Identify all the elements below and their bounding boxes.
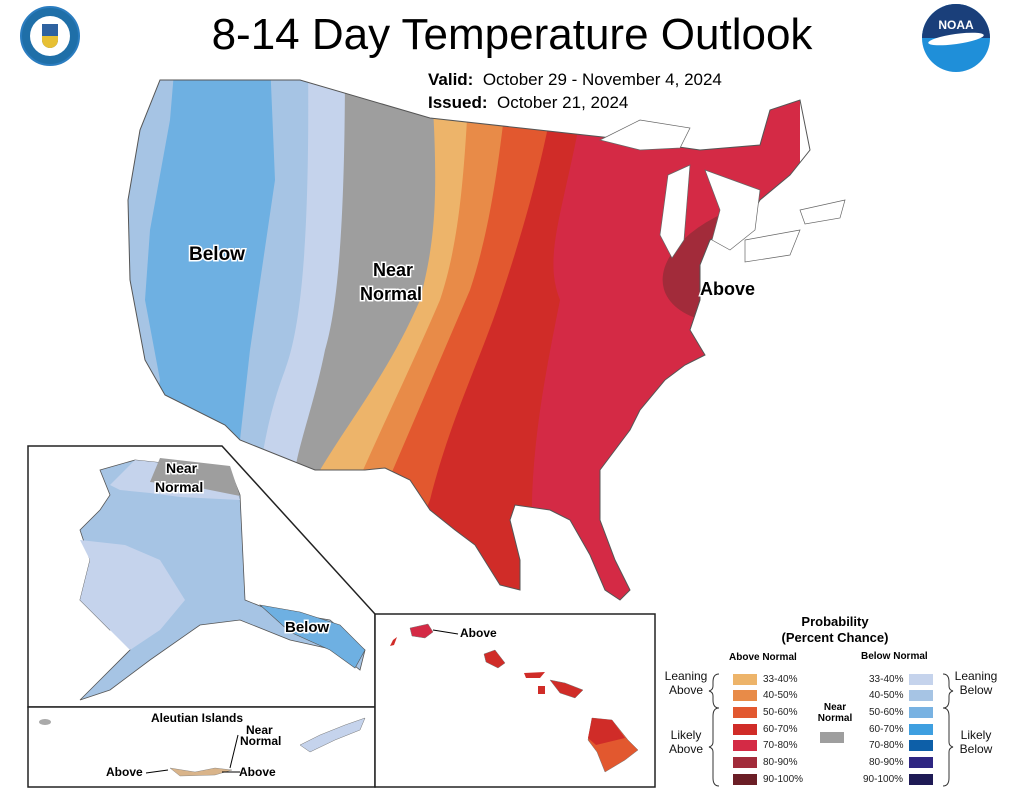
legend-below-range-3: 60-70% [869, 724, 904, 735]
hawaii-above-leader [432, 629, 459, 635]
issued-value: October 21, 2024 [496, 93, 629, 112]
legend-above-swatch-0 [733, 674, 757, 685]
label-conus-near-2: Normal [360, 284, 422, 304]
lake-superior [598, 119, 691, 151]
legend-above-range-0: 33-40% [763, 674, 798, 685]
legend-likely-above-1: Likely [670, 728, 702, 742]
lake-michigan [659, 164, 691, 259]
label-conus-near-1: Near [373, 260, 413, 280]
hawaii-niihau [390, 637, 397, 646]
legend-above-range-6: 90-100% [763, 774, 804, 785]
legend-below-swatch-3 [909, 724, 933, 735]
issued-label: Issued: [428, 93, 488, 112]
legend-below-swatch-6 [909, 774, 933, 785]
legend-below-range-1: 40-50% [869, 690, 904, 701]
alaska-near-normal [150, 458, 240, 496]
legend-leaning-below-1: Leaning [954, 669, 998, 683]
hawaii-kauai [409, 623, 434, 639]
label-hawaii-above: Above [460, 626, 497, 640]
hawaii-lanai [538, 686, 545, 694]
hawaii-big-island-north [588, 718, 625, 745]
legend-near-header: Near Normal [817, 702, 853, 724]
legend-above-range-3: 60-70% [763, 724, 798, 735]
noaa-logo-text: NOAA [938, 18, 974, 32]
lake-erie [744, 229, 801, 263]
seal-shield-gold [42, 36, 58, 48]
conus-outline [127, 79, 811, 601]
legend-above-header: Above Normal [729, 652, 797, 663]
legend-above-swatch-2 [733, 707, 757, 718]
legend-above-range-5: 80-90% [763, 757, 798, 768]
legend-below-range-6: 90-100% [863, 774, 904, 785]
legend-below-range-4: 70-80% [869, 740, 904, 751]
valid-date: Valid: October 29 - November 4, 2024 [428, 70, 722, 90]
aleutian-island-west [39, 719, 51, 725]
label-alaska-near-1: Near [166, 460, 198, 476]
label-alaska-below: Below [285, 619, 330, 636]
label-conus-above: Above [700, 279, 755, 299]
legend-title-2: (Percent Chance) [781, 630, 889, 645]
alaska-panhandle [259, 604, 366, 669]
legend-likely-below-1: Likely [960, 728, 992, 742]
label-aleutian-above-left: Above [106, 765, 143, 779]
legend-below-range-0: 33-40% [869, 674, 904, 685]
legend-above-range-4: 70-80% [763, 740, 798, 751]
legend-above-swatch-4 [733, 740, 757, 751]
noaa-logo: NOAA [922, 4, 990, 72]
legend-below-header: Below Normal [861, 651, 928, 662]
legend-title-1: Probability [801, 614, 869, 629]
legend-above-swatch-1 [733, 690, 757, 701]
legend-near-swatch [820, 732, 844, 743]
legend-below-range-2: 50-60% [869, 707, 904, 718]
legend-likely-above-2: Above [668, 742, 704, 756]
valid-label: Valid: [428, 70, 474, 89]
hawaii-oahu [483, 649, 506, 669]
legend-below-swatch-1 [909, 690, 933, 701]
label-aleutian-near-1: Near [246, 723, 273, 737]
lake-huron [704, 169, 761, 251]
legend-below-swatch-4 [909, 740, 933, 751]
legend-above-range-1: 40-50% [763, 690, 798, 701]
issued-date: Issued: October 21, 2024 [428, 93, 628, 113]
label-aleutian-near-2: Normal [240, 734, 281, 748]
aleutian-near-leader [229, 734, 239, 769]
label-aleutian-title: Aleutian Islands [151, 711, 243, 725]
aleutian-islands-central [169, 767, 233, 777]
legend-above-swatch-6 [733, 774, 757, 785]
hawaii-maui [549, 679, 584, 699]
legend-likely-below-2: Below [959, 742, 993, 756]
legend-leaning-above-2: Above [668, 683, 704, 697]
legend-leaning-below-2: Below [959, 683, 993, 697]
legend-below-swatch-2 [909, 707, 933, 718]
page-title: 8-14 Day Temperature Outlook [211, 10, 813, 59]
legend-braces [708, 673, 954, 787]
probability-legend: Probability (Percent Chance) Above Norma… [655, 612, 1015, 788]
hawaii-molokai [524, 672, 545, 678]
aleutian-above-left-leader [145, 769, 169, 774]
legend-near-header-2: Normal [817, 713, 853, 724]
legend-above-range-2: 50-60% [763, 707, 798, 718]
legend-above-swatch-3 [733, 724, 757, 735]
legend-above-swatch-5 [733, 757, 757, 768]
commerce-seal-logo [20, 6, 80, 66]
alaska-southwest-leaning [80, 540, 185, 650]
label-alaska-near-2: Normal [155, 479, 203, 495]
label-conus-below: Below [189, 244, 245, 265]
legend-below-range-5: 80-90% [869, 757, 904, 768]
legend-below-swatch-0 [909, 674, 933, 685]
legend-near-header-1: Near [823, 702, 847, 713]
legend-below-swatch-5 [909, 757, 933, 768]
aleutian-islands-east [299, 717, 366, 753]
lake-ontario [799, 199, 846, 225]
valid-value: October 29 - November 4, 2024 [482, 70, 722, 89]
legend-leaning-above-1: Leaning [664, 669, 708, 683]
label-aleutian-above-right: Above [239, 765, 276, 779]
